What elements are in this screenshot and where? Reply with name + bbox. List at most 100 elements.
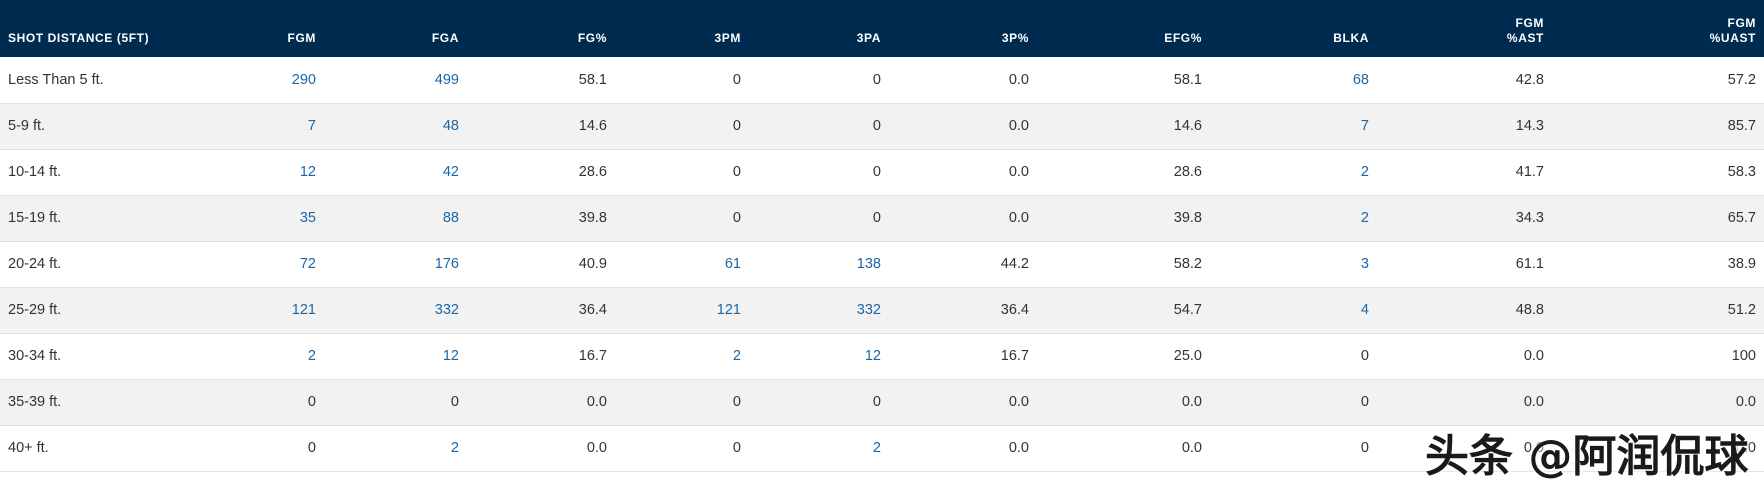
cell-uast: 0.0 xyxy=(1552,425,1764,472)
cell-fga[interactable]: 332 xyxy=(324,287,467,334)
cell-fga: 0 xyxy=(324,379,467,426)
table-row: 20-24 ft. 72 176 40.9 61 138 44.2 58.2 3 61.1 38.9 xyxy=(0,241,1764,288)
cell-tpa: 0 xyxy=(749,57,889,104)
cell-tpa[interactable]: 12 xyxy=(749,333,889,380)
cell-efg: 39.8 xyxy=(1037,195,1210,242)
column-header-sublabel: %UAST xyxy=(1709,31,1756,45)
cell-fga[interactable]: 42 xyxy=(324,149,467,196)
cell-fgm[interactable]: 7 xyxy=(200,103,324,150)
cell-tpm: 0 xyxy=(615,149,749,196)
shot-distance-table-container: SHOT DISTANCE (5FT) FGM FGA FG% 3PM 3PA 3P% EFG… xyxy=(0,0,1764,472)
cell-blka[interactable]: 2 xyxy=(1210,195,1377,242)
cell-tpp: 0.0 xyxy=(889,195,1037,242)
cell-tpm: 0 xyxy=(615,57,749,104)
cell-blka[interactable]: 3 xyxy=(1210,241,1377,288)
cell-tpp: 0.0 xyxy=(889,379,1037,426)
cell-tpm: 0 xyxy=(615,103,749,150)
cell-fgm[interactable]: 290 xyxy=(200,57,324,104)
table-row: 40+ ft. 0 2 0.0 0 2 0.0 0.0 0 0.0 0.0 xyxy=(0,425,1764,472)
cell-tpa: 0 xyxy=(749,195,889,242)
cell-uast: 65.7 xyxy=(1552,195,1764,242)
column-header-tpp[interactable]: 3P% xyxy=(889,0,1037,57)
table-header: SHOT DISTANCE (5FT) FGM FGA FG% 3PM 3PA 3P% EFG… xyxy=(0,0,1764,57)
row-label-cell: 35-39 ft. xyxy=(0,379,200,426)
cell-ast: 41.7 xyxy=(1377,149,1552,196)
cell-fgp: 39.8 xyxy=(467,195,615,242)
cell-fgm[interactable]: 35 xyxy=(200,195,324,242)
column-header-label: FGM xyxy=(287,31,316,45)
cell-blka: 0 xyxy=(1210,425,1377,472)
table-row: Less Than 5 ft. 290 499 58.1 0 0 0.0 58.1 68 42.8… xyxy=(0,57,1764,104)
shot-distance-table: SHOT DISTANCE (5FT) FGM FGA FG% 3PM 3PA 3P% EFG… xyxy=(0,0,1764,472)
cell-fga[interactable]: 499 xyxy=(324,57,467,104)
cell-tpm[interactable]: 121 xyxy=(615,287,749,334)
column-header-fgm[interactable]: FGM xyxy=(200,0,324,57)
cell-tpa[interactable]: 2 xyxy=(749,425,889,472)
cell-fgm[interactable]: 2 xyxy=(200,333,324,380)
cell-blka[interactable]: 4 xyxy=(1210,287,1377,334)
cell-tpm: 0 xyxy=(615,379,749,426)
table-row: 10-14 ft. 12 42 28.6 0 0 0.0 28.6 2 41.7 58.3 xyxy=(0,149,1764,196)
row-label-cell: 40+ ft. xyxy=(0,425,200,472)
column-header-label: FGA xyxy=(431,31,459,45)
cell-tpp: 36.4 xyxy=(889,287,1037,334)
cell-fga[interactable]: 176 xyxy=(324,241,467,288)
cell-fgp: 58.1 xyxy=(467,57,615,104)
cell-uast: 0.0 xyxy=(1552,379,1764,426)
cell-uast: 58.3 xyxy=(1552,149,1764,196)
cell-fgp: 14.6 xyxy=(467,103,615,150)
column-header-fga[interactable]: FGA xyxy=(324,0,467,57)
cell-fgm[interactable]: 121 xyxy=(200,287,324,334)
cell-uast: 38.9 xyxy=(1552,241,1764,288)
cell-fgp: 16.7 xyxy=(467,333,615,380)
table-row: 30-34 ft. 2 12 16.7 2 12 16.7 25.0 0 0.0 100 xyxy=(0,333,1764,380)
column-header-tpm[interactable]: 3PM xyxy=(615,0,749,57)
cell-tpa: 0 xyxy=(749,149,889,196)
column-header-fgp[interactable]: FG% xyxy=(467,0,615,57)
cell-efg: 14.6 xyxy=(1037,103,1210,150)
cell-blka[interactable]: 68 xyxy=(1210,57,1377,104)
column-header-uast[interactable]: FGM %UAST xyxy=(1552,0,1764,57)
cell-tpa[interactable]: 332 xyxy=(749,287,889,334)
cell-fgm[interactable]: 12 xyxy=(200,149,324,196)
cell-efg: 0.0 xyxy=(1037,379,1210,426)
cell-tpp: 16.7 xyxy=(889,333,1037,380)
header-row: SHOT DISTANCE (5FT) FGM FGA FG% 3PM 3PA 3P% EFG… xyxy=(0,0,1764,57)
cell-fgp: 0.0 xyxy=(467,425,615,472)
column-header-dist[interactable]: SHOT DISTANCE (5FT) xyxy=(0,0,200,57)
cell-fga[interactable]: 48 xyxy=(324,103,467,150)
cell-tpa[interactable]: 138 xyxy=(749,241,889,288)
cell-tpm[interactable]: 61 xyxy=(615,241,749,288)
row-label-cell: 10-14 ft. xyxy=(0,149,200,196)
row-label-cell: 25-29 ft. xyxy=(0,287,200,334)
cell-blka: 0 xyxy=(1210,379,1377,426)
cell-fgm: 0 xyxy=(200,425,324,472)
cell-blka[interactable]: 7 xyxy=(1210,103,1377,150)
column-header-blka[interactable]: BLKA xyxy=(1210,0,1377,57)
cell-efg: 58.1 xyxy=(1037,57,1210,104)
cell-tpp: 0.0 xyxy=(889,57,1037,104)
column-header-efg[interactable]: EFG% xyxy=(1037,0,1210,57)
cell-ast: 14.3 xyxy=(1377,103,1552,150)
cell-tpm[interactable]: 2 xyxy=(615,333,749,380)
table-row: 15-19 ft. 35 88 39.8 0 0 0.0 39.8 2 34.3 65.7 xyxy=(0,195,1764,242)
cell-fga[interactable]: 12 xyxy=(324,333,467,380)
column-header-label: 3PM xyxy=(714,31,741,45)
cell-blka[interactable]: 2 xyxy=(1210,149,1377,196)
column-header-ast[interactable]: FGM %AST xyxy=(1377,0,1552,57)
row-label-cell: Less Than 5 ft. xyxy=(0,57,200,104)
cell-efg: 0.0 xyxy=(1037,425,1210,472)
column-header-tpa[interactable]: 3PA xyxy=(749,0,889,57)
cell-efg: 54.7 xyxy=(1037,287,1210,334)
cell-tpp: 0.0 xyxy=(889,103,1037,150)
cell-fga[interactable]: 88 xyxy=(324,195,467,242)
cell-fga[interactable]: 2 xyxy=(324,425,467,472)
column-header-label: SHOT DISTANCE (5FT) xyxy=(8,31,150,45)
cell-ast: 48.8 xyxy=(1377,287,1552,334)
cell-fgm[interactable]: 72 xyxy=(200,241,324,288)
cell-ast: 0.0 xyxy=(1377,379,1552,426)
table-row: 35-39 ft. 0 0 0.0 0 0 0.0 0.0 0 0.0 0.0 xyxy=(0,379,1764,426)
cell-ast: 0.0 xyxy=(1377,425,1552,472)
cell-tpa: 0 xyxy=(749,103,889,150)
watermark: 头条 @阿润侃球 xyxy=(1425,431,1749,482)
